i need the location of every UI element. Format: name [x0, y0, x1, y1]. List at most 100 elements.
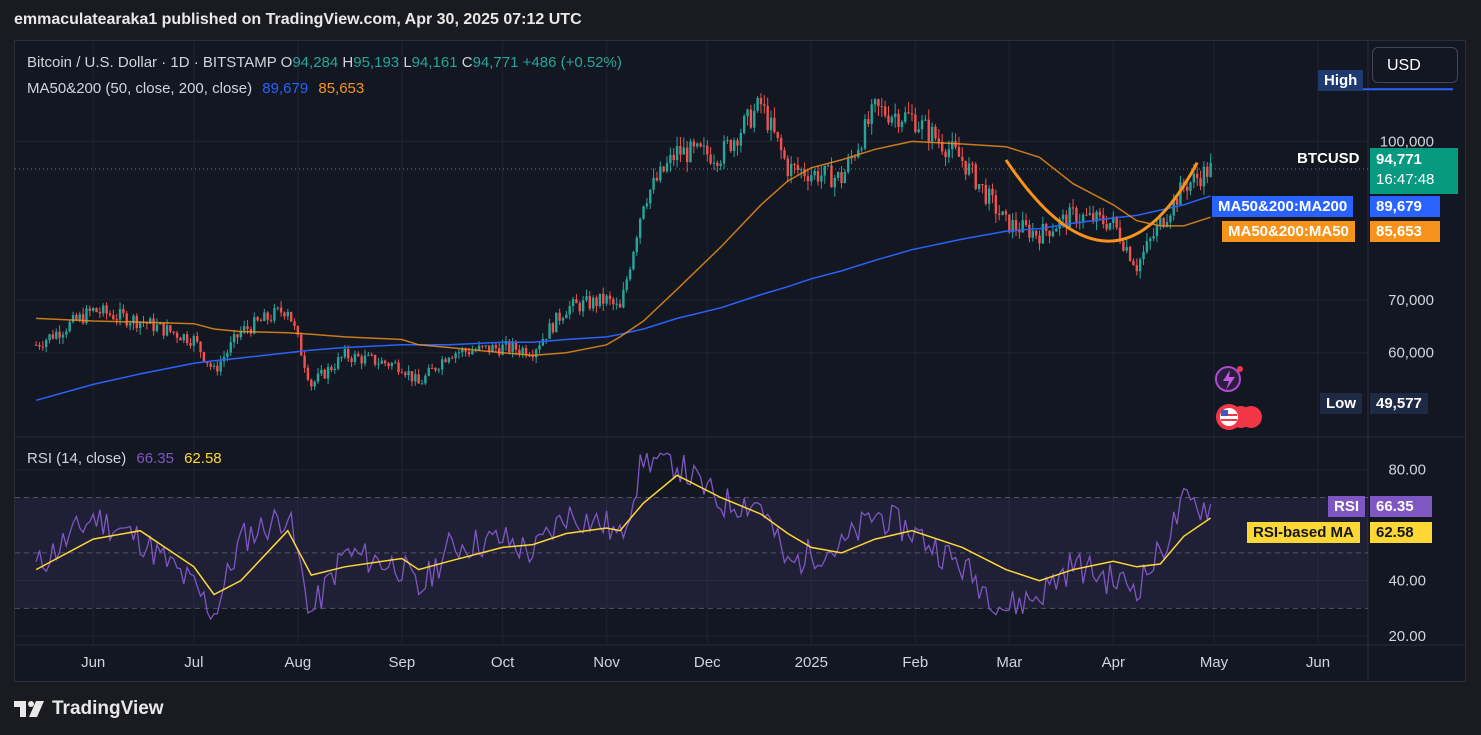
candle-body [457, 352, 461, 354]
candle-body [803, 169, 806, 177]
candle-body [1001, 211, 1004, 216]
candle-body [528, 355, 531, 357]
candle-body [444, 359, 447, 363]
candle-body [424, 375, 427, 384]
candle-body [269, 319, 273, 321]
candle-body [182, 334, 185, 341]
price-tick-label: 60,000 [1388, 345, 1434, 362]
candle-body [1196, 173, 1199, 179]
candle-body [1004, 211, 1008, 215]
candle-body [189, 343, 192, 346]
candle-body [883, 106, 887, 116]
candle-body [716, 162, 719, 166]
candle-body [128, 323, 132, 326]
candle-body [890, 117, 894, 123]
candle-body [414, 374, 417, 382]
candle-body [1112, 216, 1115, 223]
candle-body [1105, 224, 1108, 230]
candle-body [91, 308, 95, 311]
candle-body [400, 372, 404, 374]
time-tick-label: Jun [81, 654, 105, 671]
candle-body [843, 171, 847, 184]
rsi-tag: RSI [1328, 496, 1366, 517]
candle-body [132, 315, 135, 324]
ma50-line [36, 140, 1211, 357]
candle-body [796, 165, 800, 170]
candle-body [276, 307, 279, 309]
candle-body [511, 342, 514, 352]
candle-body [927, 119, 930, 142]
candle-body [451, 357, 454, 359]
candle-body [1169, 215, 1172, 222]
candle-body [628, 269, 632, 280]
candle-body [662, 166, 665, 172]
candle-body [930, 126, 934, 142]
candle-body [692, 141, 696, 147]
candle-body [501, 344, 504, 355]
candle-body [216, 365, 219, 372]
candle-body [917, 129, 920, 133]
candle-body [524, 347, 528, 356]
candle-body [427, 367, 430, 376]
candle-body [306, 367, 310, 380]
candle-body [655, 177, 659, 181]
candle-body [323, 369, 326, 379]
candle-body [417, 374, 420, 384]
close-value: 94,771 [472, 54, 519, 71]
last-price: 94,771 [1376, 151, 1422, 168]
candle-body [246, 326, 249, 330]
high-tag: High [1318, 70, 1364, 91]
candle-body [296, 326, 300, 335]
candle-body [602, 293, 605, 304]
candle-body [118, 309, 122, 320]
candle-body [313, 381, 316, 387]
candle-body [122, 309, 125, 314]
candle-body [289, 311, 293, 322]
rsi-tag-value: 66.35 [1370, 496, 1432, 517]
candle-body [326, 366, 330, 379]
footer[interactable]: TradingView [14, 698, 164, 719]
candle-body [192, 335, 196, 346]
candle-body [165, 325, 169, 336]
candle-body [242, 326, 246, 331]
candle-body [487, 345, 491, 352]
candle-body [783, 150, 786, 159]
candle-body [1091, 213, 1095, 222]
candle-body [565, 314, 568, 319]
candle-body [1085, 214, 1088, 216]
candle-body [320, 369, 323, 374]
candle-body [726, 140, 729, 142]
candle-body [112, 315, 115, 320]
candle-body [38, 344, 41, 347]
candle-body [1058, 219, 1061, 229]
ma-legend[interactable]: MA50&200 (50, close, 200, close) 89,679 … [27, 80, 364, 97]
candle-body [638, 218, 642, 238]
rsi-series [35, 452, 1212, 621]
candle-body [1202, 166, 1206, 187]
tradingview-brand: TradingView [52, 698, 164, 719]
candle-body [1024, 220, 1028, 225]
rsi-ma-legend-value: 62.58 [184, 450, 222, 467]
candle-body [984, 184, 988, 204]
candle-body [833, 177, 836, 188]
candle-body [1125, 247, 1128, 251]
candle-body [380, 360, 383, 364]
chart-frame[interactable] [14, 40, 1466, 682]
candle-body [273, 308, 276, 321]
candle-body [816, 170, 820, 182]
low-tag: Low [1320, 393, 1362, 414]
currency-button[interactable]: USD [1372, 47, 1458, 83]
time-tick-label: Sep [389, 654, 416, 671]
candle-body [232, 334, 236, 343]
candle-body [471, 351, 474, 355]
rsi-legend[interactable]: RSI (14, close) 66.35 62.58 [27, 450, 222, 467]
low-value: 94,161 [411, 54, 458, 71]
symbol-legend[interactable]: Bitcoin / U.S. Dollar · 1D · BITSTAMP O9… [27, 54, 622, 71]
candle-body [1061, 214, 1065, 220]
candle-body [649, 189, 652, 204]
rsi-ma-tag: RSI-based MA [1247, 522, 1360, 543]
price-tick-label: 100,000 [1380, 133, 1434, 150]
candle-body [618, 303, 622, 308]
candle-body [746, 109, 749, 117]
